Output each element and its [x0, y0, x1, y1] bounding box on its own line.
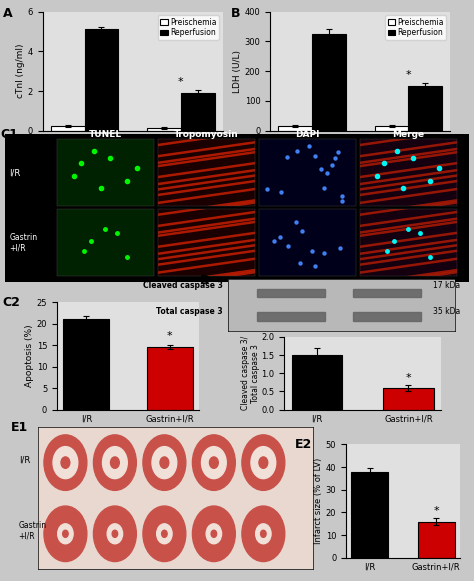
Circle shape — [112, 530, 118, 537]
Title: DAPI: DAPI — [295, 130, 319, 139]
Text: Gastrin
+I/R: Gastrin +I/R — [9, 233, 37, 252]
Circle shape — [162, 530, 167, 537]
Title: TUNEL: TUNEL — [89, 130, 122, 139]
Circle shape — [192, 435, 235, 490]
Bar — [292, 355, 342, 410]
Bar — [257, 313, 325, 321]
Bar — [418, 522, 455, 558]
Text: Cleaved caspase 3: Cleaved caspase 3 — [143, 281, 223, 290]
Title: Merge: Merge — [392, 130, 424, 139]
Y-axis label: Cleaved caspase 3/
Total caspase 3: Cleaved caspase 3/ Total caspase 3 — [241, 336, 260, 410]
Circle shape — [143, 435, 186, 490]
Circle shape — [201, 447, 226, 479]
Text: Total caspase 3: Total caspase 3 — [156, 307, 223, 317]
Text: E2: E2 — [295, 437, 312, 451]
Bar — [257, 289, 325, 297]
Bar — [374, 126, 409, 131]
Bar — [84, 30, 118, 131]
Text: I/R: I/R — [9, 168, 21, 177]
Circle shape — [53, 447, 78, 479]
Circle shape — [206, 524, 221, 544]
Text: D: D — [200, 274, 210, 286]
Text: *: * — [406, 374, 411, 383]
Circle shape — [102, 447, 127, 479]
Bar — [147, 347, 192, 410]
Bar — [278, 126, 312, 131]
Circle shape — [242, 435, 285, 490]
Bar — [64, 320, 109, 410]
Text: I/R: I/R — [18, 456, 30, 464]
Circle shape — [93, 435, 137, 490]
Circle shape — [211, 530, 217, 537]
Bar — [383, 388, 434, 410]
Circle shape — [259, 457, 268, 468]
Text: E1: E1 — [10, 421, 27, 435]
Bar — [353, 289, 421, 297]
Circle shape — [242, 506, 285, 562]
Circle shape — [93, 506, 137, 562]
Bar — [409, 86, 442, 131]
Circle shape — [261, 530, 266, 537]
Circle shape — [44, 506, 87, 562]
Text: A: A — [3, 7, 13, 20]
Bar — [353, 313, 421, 321]
Legend: Preischemia, Reperfusion: Preischemia, Reperfusion — [158, 16, 219, 40]
Circle shape — [110, 457, 119, 468]
Bar — [312, 34, 346, 131]
Y-axis label: LDH (U/L): LDH (U/L) — [233, 49, 242, 93]
Text: *: * — [167, 331, 173, 341]
Circle shape — [157, 524, 172, 544]
Circle shape — [143, 506, 186, 562]
Text: C1: C1 — [0, 128, 18, 141]
Circle shape — [152, 447, 177, 479]
Circle shape — [107, 524, 123, 544]
Y-axis label: cTnl (ng/ml): cTnl (ng/ml) — [16, 44, 25, 98]
Legend: Preischemia, Reperfusion: Preischemia, Reperfusion — [385, 16, 447, 40]
Bar — [51, 125, 84, 131]
Circle shape — [63, 530, 68, 537]
Bar — [147, 128, 181, 131]
Circle shape — [255, 524, 271, 544]
Circle shape — [251, 447, 276, 479]
Text: *: * — [178, 77, 184, 87]
Text: Gastrin
+I/R: Gastrin +I/R — [18, 521, 47, 541]
Circle shape — [192, 506, 235, 562]
Y-axis label: Infarct size (% of LV): Infarct size (% of LV) — [314, 458, 323, 544]
Text: *: * — [406, 70, 411, 80]
Circle shape — [61, 457, 70, 468]
Text: *: * — [433, 506, 439, 516]
Text: 35 kDa: 35 kDa — [433, 307, 460, 317]
Text: B: B — [230, 7, 240, 20]
Text: C2: C2 — [3, 296, 21, 309]
Circle shape — [58, 524, 73, 544]
Circle shape — [160, 457, 169, 468]
Y-axis label: Apoptosis (%): Apoptosis (%) — [25, 325, 34, 387]
Circle shape — [44, 435, 87, 490]
Text: 17 kDa: 17 kDa — [433, 281, 460, 290]
Circle shape — [210, 457, 218, 468]
Bar — [351, 472, 388, 558]
Title: Tropomyosin: Tropomyosin — [174, 130, 239, 139]
Bar — [181, 93, 215, 131]
